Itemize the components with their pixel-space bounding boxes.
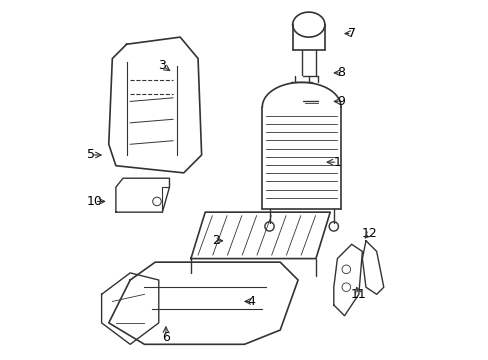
Text: 10: 10: [86, 195, 102, 208]
Text: 11: 11: [350, 288, 366, 301]
Text: 2: 2: [212, 234, 220, 247]
Text: 12: 12: [361, 227, 377, 240]
Text: 3: 3: [158, 59, 166, 72]
Text: 8: 8: [336, 66, 344, 79]
Text: 1: 1: [333, 156, 341, 168]
Text: 9: 9: [336, 95, 344, 108]
Text: 7: 7: [347, 27, 355, 40]
Text: 5: 5: [87, 148, 95, 162]
Text: 6: 6: [162, 331, 169, 344]
Text: 4: 4: [247, 295, 255, 308]
